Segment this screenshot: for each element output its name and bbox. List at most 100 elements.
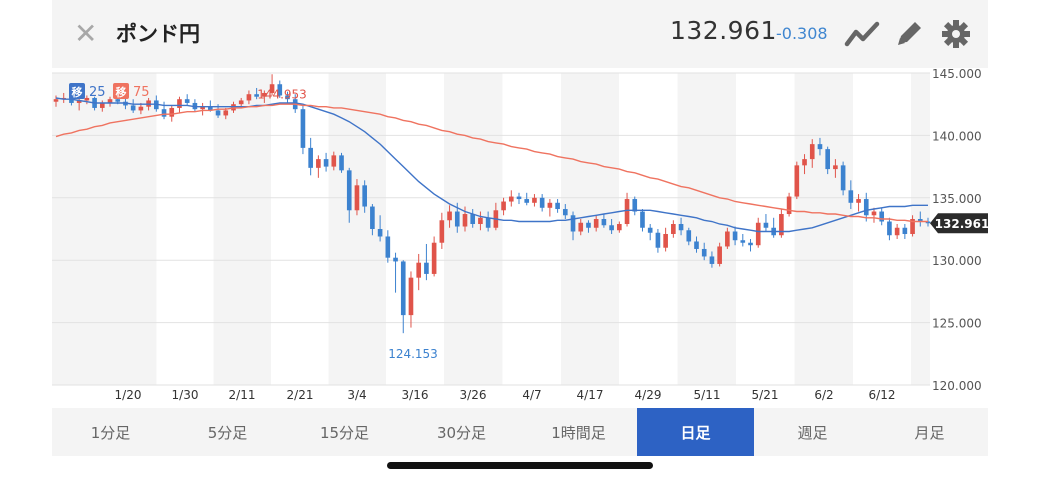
candle-body: [825, 149, 830, 170]
tab-1[interactable]: 5分足: [207, 423, 248, 442]
candle-body: [763, 222, 769, 228]
tab-5[interactable]: 日足: [637, 408, 754, 456]
candle-body: [485, 217, 491, 228]
candle-body: [833, 165, 838, 170]
candle-body: [115, 99, 121, 102]
candle-body: [701, 248, 707, 257]
y-tick-label: 145.000: [932, 68, 982, 81]
candle-body: [138, 106, 144, 111]
candle-body: [925, 221, 931, 224]
x-tick-label: 6/2: [814, 388, 833, 402]
candle-body: [848, 190, 854, 203]
chart-area[interactable]: 145.000 140.000 135.000 130.000 125.000 120.0…: [52, 67, 989, 408]
pencil-icon[interactable]: [892, 18, 928, 50]
gear-icon[interactable]: [938, 18, 974, 50]
candle-body: [524, 199, 530, 203]
candle-body: [393, 257, 398, 262]
candle-body: [794, 165, 800, 197]
candle-body: [462, 214, 468, 227]
candle-body: [578, 222, 584, 232]
current-price-label: 132.961: [935, 217, 988, 231]
candle-body: [84, 97, 90, 101]
chart-band: [52, 73, 157, 385]
x-tick-label: 3/26: [460, 388, 487, 402]
candle-body: [346, 170, 352, 211]
y-tick-label: 135.000: [932, 192, 982, 206]
ma-long-badge-text: 移: [116, 85, 127, 99]
candle-body: [570, 215, 576, 232]
x-tick-label: 5/21: [752, 388, 779, 402]
candle-body: [508, 196, 514, 202]
close-icon[interactable]: ✕: [74, 17, 98, 50]
candle-body: [277, 84, 283, 96]
current-price-tag: [930, 213, 988, 234]
timeframe-tabs: 1分足 5分足 15分足 30分足 1時間足 日足 週足 月足: [52, 408, 988, 456]
candle-body: [470, 214, 476, 225]
candle-body: [671, 224, 676, 234]
candle-body: [385, 236, 391, 258]
candle-body: [748, 242, 753, 246]
candle-body: [416, 262, 422, 278]
tab-3[interactable]: 30分足: [436, 423, 487, 442]
candle-body: [184, 99, 190, 103]
ma-75-line: [55, 103, 928, 223]
candle-body: [725, 231, 730, 247]
candle-body: [894, 227, 900, 236]
candle-body: [624, 199, 630, 225]
candle-body: [917, 219, 923, 222]
candle-body: [686, 230, 692, 242]
candle-body: [177, 99, 182, 108]
candle-body: [308, 147, 313, 168]
tab-7[interactable]: 月足: [914, 423, 945, 442]
candle-body: [285, 95, 290, 100]
candle-body: [238, 100, 244, 105]
x-tick-label: 4/7: [522, 388, 541, 402]
tab-0[interactable]: 1分足: [90, 423, 131, 442]
candle-body: [871, 211, 877, 216]
line-chart-icon[interactable]: [844, 18, 880, 50]
x-tick-label: 6/12: [869, 388, 896, 402]
candle-body: [53, 99, 59, 102]
candle-body: [902, 227, 908, 234]
tab-4[interactable]: 1時間足: [551, 423, 606, 442]
x-tick-label: 1/20: [115, 388, 142, 402]
candle-body: [339, 155, 344, 171]
candle-body: [516, 196, 522, 200]
candle-body: [609, 225, 614, 231]
candle-body: [593, 219, 599, 228]
candle-body: [640, 211, 645, 228]
candle-body: [717, 246, 722, 264]
app-frame: ✕ ポンド円 132.961 -0.308: [52, 0, 989, 456]
current-price: 132.961: [670, 16, 777, 45]
chart-band: [444, 73, 503, 385]
ma-long-badge: [113, 83, 129, 99]
high-annotation: 144.953: [257, 88, 307, 102]
candle-body: [447, 211, 452, 221]
candle-body: [817, 144, 823, 150]
chart-band: [213, 73, 271, 385]
candle-body: [362, 185, 367, 207]
candle-body: [300, 109, 306, 148]
candle-body: [354, 185, 360, 211]
candle-body: [269, 84, 275, 93]
tab-2[interactable]: 15分足: [319, 423, 370, 442]
home-indicator: [387, 462, 653, 469]
candle-body: [76, 100, 82, 103]
chart-band: [911, 73, 930, 385]
candle-body: [254, 94, 259, 97]
candle-body: [655, 232, 661, 248]
ma-long-period: 75: [133, 85, 150, 100]
x-tick-label: 4/17: [577, 388, 604, 402]
candle-body: [130, 105, 136, 111]
candle-body: [840, 165, 846, 191]
candle-body: [562, 209, 568, 216]
y-tick-label: 125.000: [932, 317, 982, 331]
candlestick-chart[interactable]: 145.000 140.000 135.000 130.000 125.000 120.0…: [52, 67, 989, 408]
x-tick-label: 5/11: [694, 388, 721, 402]
candle-body: [678, 224, 684, 231]
tab-6[interactable]: 週足: [797, 423, 828, 442]
low-annotation: 124.153: [388, 347, 438, 361]
candle-body: [786, 196, 792, 215]
candle-body: [863, 199, 869, 216]
ma-short-badge: [69, 83, 85, 99]
